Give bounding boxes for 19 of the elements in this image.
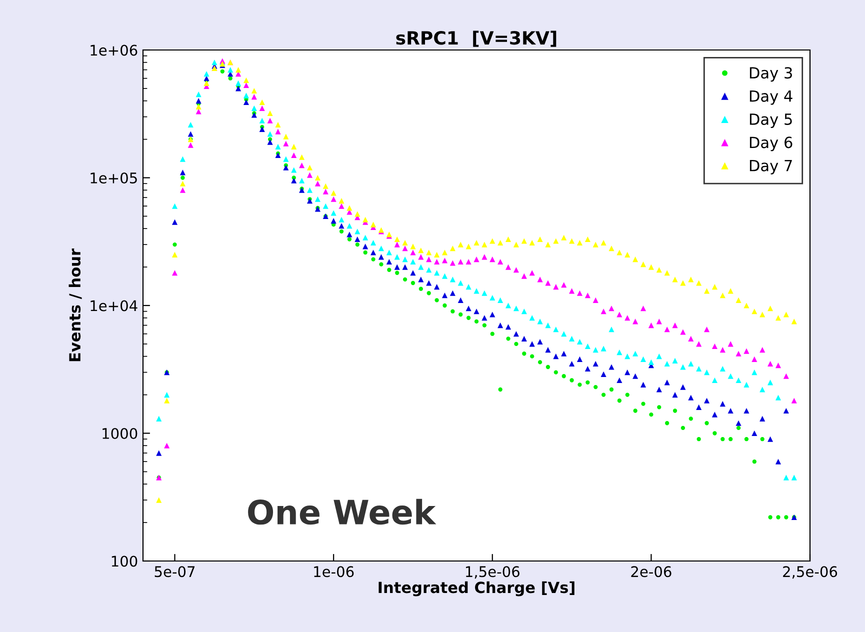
- x-tick-label: 1e-06: [314, 566, 354, 578]
- legend-label: Day 5: [750, 114, 792, 128]
- chart-title: sRPC1 [V=3KV]: [396, 30, 556, 47]
- y-tick-label: 1000: [102, 428, 138, 439]
- y-axis-title: Events / hour: [68, 248, 82, 362]
- legend-label: Day 3: [750, 67, 792, 82]
- y-tick-label: 100: [112, 556, 138, 567]
- legend-label: Day 7: [750, 160, 792, 174]
- x-tick-label: 1,5e-06: [466, 566, 520, 579]
- annotation: One Week: [248, 498, 436, 525]
- y-tick-label: 1e+04: [90, 300, 138, 312]
- y-tick-label: 1e+05: [90, 172, 137, 184]
- y-tick-label: 1e+06: [90, 44, 138, 56]
- x-tick-label: 5e-07: [154, 566, 195, 578]
- x-tick-label: 2,5e-06: [783, 566, 838, 579]
- legend-label: Day 6: [750, 136, 792, 152]
- x-axis-title: Integrated Charge [Vs]: [378, 581, 574, 596]
- legend-label: Day 4: [750, 90, 792, 105]
- x-tick-label: 2e-06: [631, 566, 672, 578]
